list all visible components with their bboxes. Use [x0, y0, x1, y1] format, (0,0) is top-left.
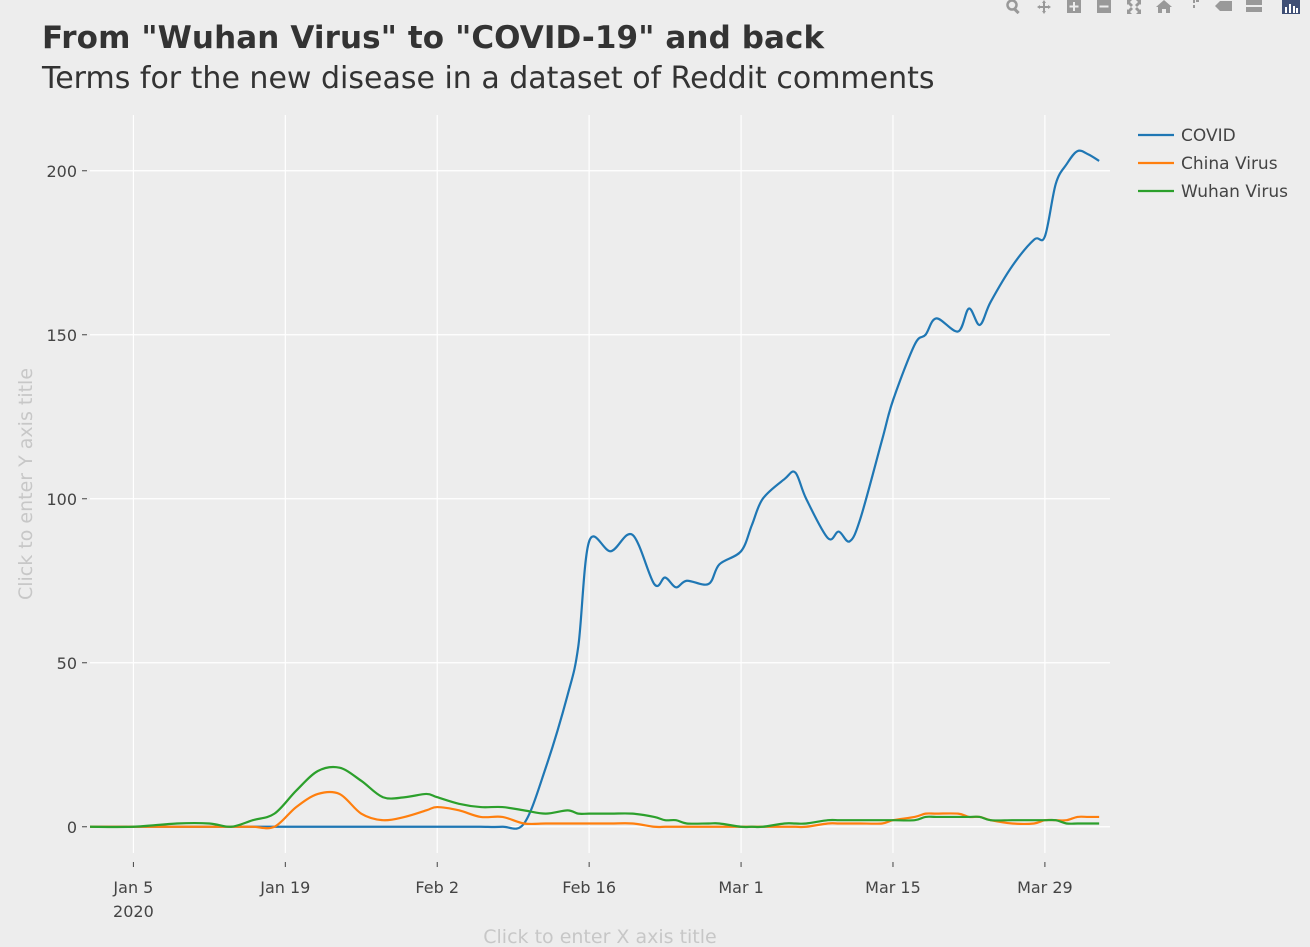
y-axis-title[interactable]: Click to enter Y axis title [15, 368, 37, 600]
x-tick-label: Jan 19 [259, 878, 310, 897]
pan-icon[interactable] [1034, 0, 1054, 14]
legend[interactable]: COVID China Virus Wuhan Virus [1138, 126, 1288, 202]
x-axis-title[interactable]: Click to enter X axis title [483, 926, 716, 947]
x-tick-label: Mar 15 [865, 878, 921, 897]
plotly-logo-icon[interactable] [1282, 0, 1300, 14]
series-layer [89, 149, 1100, 830]
legend-item-label[interactable]: China Virus [1181, 154, 1278, 174]
series-line-china-virus[interactable] [90, 790, 1100, 830]
x-tick-label: Mar 29 [1017, 878, 1073, 897]
x-tick-year-label: 2020 [113, 902, 154, 921]
x-tick-label: Feb 16 [562, 878, 616, 897]
zoom-icon[interactable] [1004, 0, 1024, 14]
legend-item-label[interactable]: COVID [1181, 126, 1236, 146]
modebar [1004, 0, 1300, 16]
y-tick-label: 50 [57, 654, 77, 673]
hover-closest-icon[interactable] [1214, 0, 1234, 14]
series-line-covid[interactable] [90, 149, 1100, 830]
x-tick-label: Mar 1 [718, 878, 763, 897]
x-tick-label: Feb 2 [415, 878, 459, 897]
legend-item-label[interactable]: Wuhan Virus [1181, 182, 1288, 202]
zoom-in-icon[interactable] [1064, 0, 1084, 14]
grid-layer [90, 115, 1110, 853]
chart-subtitle: Terms for the new disease in a dataset o… [42, 61, 935, 96]
series-line-wuhan-virus[interactable] [89, 765, 1100, 829]
reset-axes-icon[interactable] [1154, 0, 1174, 14]
autoscale-icon[interactable] [1124, 0, 1144, 14]
y-tick-label: 150 [46, 326, 77, 345]
x-tick-label: Jan 5 [112, 878, 153, 897]
axis-layer: 0 50 100 150 200 Jan 5 2020 Jan 19 Feb 2 Feb 16 Ma… [46, 162, 1072, 921]
y-tick-label: 200 [46, 162, 77, 181]
chart-title: From "Wuhan Virus" to "COVID-19" and bac… [42, 20, 825, 56]
hover-compare-icon[interactable] [1244, 0, 1264, 14]
zoom-out-icon[interactable] [1094, 0, 1114, 14]
y-tick-label: 100 [46, 490, 77, 509]
spike-lines-icon[interactable] [1184, 0, 1204, 14]
y-tick-label: 0 [67, 818, 77, 837]
